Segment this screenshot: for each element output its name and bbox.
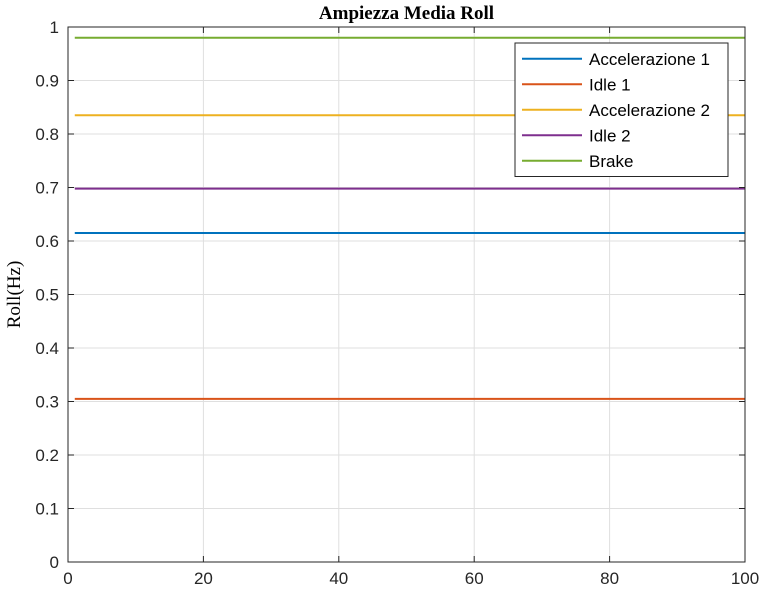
legend: Accelerazione 1 Idle 1 Accelerazione 2 Idle… [514,42,729,177]
y-tick-label: 0.4 [35,339,59,358]
y-axis-label: Roll(Hz) [4,261,25,329]
y-tick-label: 0 [50,553,59,572]
y-tick-label: 0.7 [35,179,59,198]
x-tick-label: 80 [600,569,619,588]
legend-label: Accelerazione 2 [589,101,710,120]
y-tick-label: 0.6 [35,232,59,251]
x-tick-label: 60 [465,569,484,588]
chart-title: Ampiezza Media Roll [319,3,494,24]
x-tick-label: 20 [194,569,213,588]
y-tick-label: 0.2 [35,446,59,465]
x-tick-label: 40 [329,569,348,588]
series-lines [74,36,745,400]
legend-label: Accelerazione 1 [589,50,710,69]
y-tick-label: 0.1 [35,500,59,519]
ticks: 0 20 40 60 80 100 0 0.1 0.2 0.3 0.4 0.5 0.6 0.7 0.8 0.9… [35,18,759,588]
legend-label: Brake [589,152,633,171]
y-tick-label: 0.3 [35,393,59,412]
x-tick-label: 100 [731,569,759,588]
legend-label: Idle 2 [589,126,631,145]
y-tick-label: 0.9 [35,72,59,91]
x-tick-label: 0 [63,569,72,588]
legend-label: Idle 1 [589,75,631,94]
y-tick-label: 0.5 [35,286,59,305]
y-tick-label: 0.8 [35,125,59,144]
y-tick-label: 1 [50,18,59,37]
